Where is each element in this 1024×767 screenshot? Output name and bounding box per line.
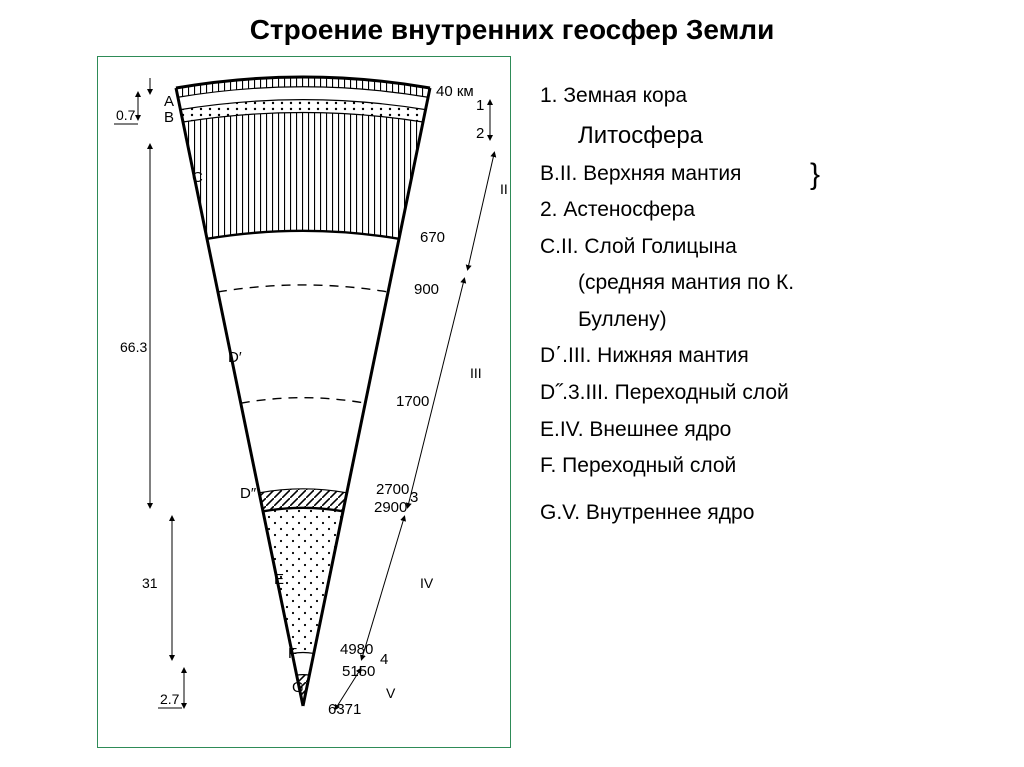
percent-label: 66.3: [120, 339, 147, 355]
layer-letter: B: [164, 109, 174, 126]
zone-number: 1: [476, 97, 484, 114]
zone-number: 4: [380, 651, 388, 668]
legend-item: E.IV. Внешнее ядро: [540, 414, 1000, 447]
percent-label: 2.7: [160, 691, 180, 707]
legend: 1. Земная кора Литосфера B.II. Верхняя ман…: [540, 80, 1000, 533]
legend-item: Буллену): [578, 304, 1000, 337]
legend-item: C.II. Слой Голицына: [540, 231, 1000, 264]
legend-item: B.II. Верхняя мантия: [540, 158, 1000, 191]
layer-letter: D′: [228, 349, 242, 366]
legend-item: 2. Астеносфера: [540, 194, 1000, 227]
layer-letter: A: [164, 93, 174, 110]
roman-label: II: [500, 181, 508, 197]
legend-item: D΄.III. Нижняя мантия: [540, 340, 1000, 373]
depth-label: 1700: [396, 393, 429, 410]
depth-label: 2900: [374, 499, 407, 516]
legend-item: D˝.3.III. Переходный слой: [540, 377, 1000, 410]
legend-item: Литосфера: [578, 117, 1000, 154]
legend-item: G.V. Внутреннее ядро: [540, 497, 1000, 530]
percent-label: 0.7: [116, 107, 136, 123]
roman-label: III: [470, 365, 482, 381]
depth-label: 4980: [340, 641, 373, 658]
earth-section-diagram: 40 км 670 900 1700 27002900 4980 5150 6371 AB C D′…: [98, 58, 508, 744]
legend-brace: }: [810, 158, 820, 192]
layer-letter: G: [292, 679, 304, 696]
legend-item: (средняя мантия по К.: [578, 267, 1000, 300]
roman-label: V: [386, 685, 396, 701]
zone-number: 3: [410, 489, 418, 506]
depth-label: 5150: [342, 663, 375, 680]
layer-letter: C: [192, 169, 203, 186]
page-title: Строение внутренних геосфер Земли: [0, 14, 1024, 46]
legend-item: F. Переходный слой: [540, 450, 1000, 483]
depth-label: 670: [420, 229, 445, 246]
layer-letter: D″: [240, 485, 257, 502]
roman-label: IV: [420, 575, 434, 591]
depth-label: 2700: [376, 481, 409, 498]
depth-label: 6371: [328, 701, 361, 718]
layer-letter: E: [274, 571, 284, 588]
layer-letter: F: [288, 645, 297, 662]
legend-item: 1. Земная кора: [540, 80, 1000, 113]
depth-label: 40 км: [436, 83, 474, 100]
depth-label: 900: [414, 281, 439, 298]
percent-label: 31: [142, 575, 158, 591]
zone-number: 2: [476, 125, 484, 142]
